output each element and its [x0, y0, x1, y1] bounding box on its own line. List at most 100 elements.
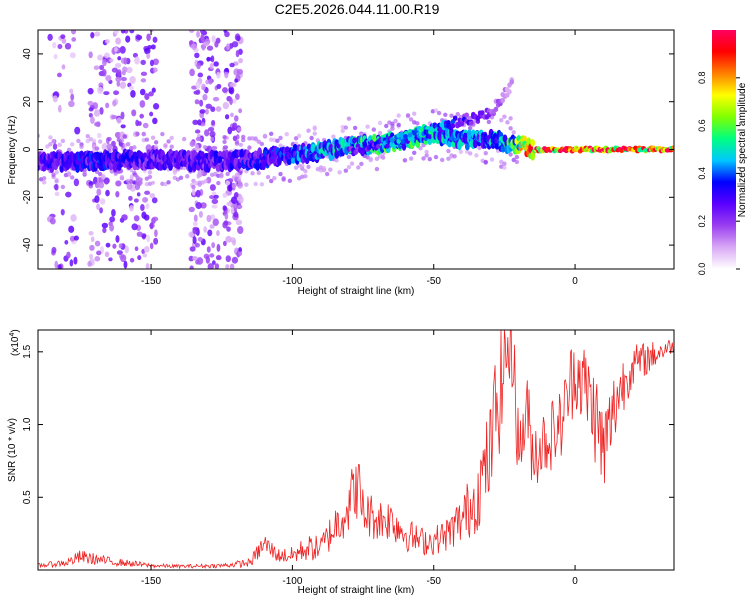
- spectrogram-speckle: [109, 216, 116, 223]
- spectrogram-haze: [269, 131, 274, 137]
- spectrogram-speckle: [152, 58, 159, 66]
- spectrogram-speckle: [126, 182, 133, 190]
- spectrogram-speckle: [228, 86, 235, 95]
- spectrogram-haze: [474, 153, 479, 158]
- spectrogram-y-label: Frequency (Hz): [7, 116, 18, 185]
- spectrogram-speckle: [104, 39, 110, 44]
- spectrogram-haze: [508, 152, 513, 157]
- spectrogram-speckle: [60, 208, 65, 216]
- spectrogram-haze: [384, 123, 389, 129]
- spectrogram-speckle: [57, 104, 62, 113]
- spectrogram-ridge-cell: [217, 150, 223, 158]
- spectrogram-speckle: [102, 227, 107, 234]
- spectrogram-speckle: [69, 88, 74, 94]
- spectrogram-haze: [349, 161, 355, 166]
- spectrogram-speckle: [206, 214, 212, 223]
- spectrogram-haze: [368, 156, 373, 162]
- spectrogram-speckle: [195, 81, 201, 89]
- spectrogram-speckle: [140, 78, 147, 83]
- spectrogram-speckle: [216, 71, 221, 79]
- spectrogram-cells: [38, 30, 674, 269]
- spectrogram-speckle: [237, 226, 244, 234]
- spectrogram-speckle: [211, 119, 216, 126]
- spectrogram-haze: [166, 139, 171, 144]
- spectrogram-speckle: [199, 30, 204, 34]
- spectrogram-speckle: [210, 106, 216, 113]
- spectrogram-speckle: [231, 41, 239, 48]
- spectrogram-speckle: [188, 206, 195, 213]
- spectrogram-haze: [424, 149, 429, 155]
- spectrogram-haze: [48, 141, 53, 147]
- spectrogram-speckle: [109, 223, 115, 232]
- spectrogram-speckle: [111, 67, 119, 73]
- spectrogram-haze: [278, 135, 283, 141]
- spectrogram-speckle: [225, 255, 231, 263]
- spectrogram-speckle: [130, 89, 136, 98]
- spectrogram-haze: [396, 122, 401, 128]
- snr-y-exponent-power: 4: [9, 333, 16, 337]
- spectrogram-speckle: [136, 192, 141, 197]
- spectrogram-speckle: [215, 106, 222, 112]
- spectrogram-speckle: [128, 85, 134, 90]
- spectrogram-ridge-cell: [276, 156, 282, 166]
- spectrogram-speckle: [146, 33, 151, 42]
- spectrogram-speckle: [99, 198, 106, 205]
- spectrogram-haze: [309, 135, 314, 141]
- spectrogram-speckle: [94, 256, 101, 262]
- spectrogram-branch-cell: [360, 150, 365, 156]
- spectrogram-speckle: [102, 58, 107, 67]
- spectrogram-speckle: [141, 211, 147, 219]
- spectrogram-speckle: [121, 214, 128, 221]
- spectrogram-haze: [132, 170, 137, 176]
- spectrogram-y-tick-label: -20: [22, 190, 33, 205]
- spectrogram-speckle: [68, 225, 75, 234]
- spectrogram-speckle: [73, 178, 80, 187]
- spectrogram-speckle: [196, 62, 201, 70]
- spectrogram-haze: [42, 180, 47, 185]
- spectrogram-speckle: [97, 132, 102, 139]
- spectrogram-speckle: [101, 222, 109, 229]
- spectrogram-speckle: [201, 83, 206, 91]
- spectrogram-haze: [334, 158, 339, 163]
- spectrogram-haze: [483, 159, 488, 165]
- spectrogram-haze: [452, 154, 457, 159]
- spectrogram-speckle: [52, 143, 58, 150]
- spectrogram-speckle: [222, 240, 227, 247]
- spectrogram-haze: [514, 154, 520, 160]
- spectrogram-speckle: [121, 76, 127, 82]
- spectrogram-speckle: [192, 236, 197, 244]
- spectrogram-speckle: [140, 204, 145, 212]
- spectrogram-branch-cell: [509, 79, 515, 85]
- spectrogram-haze: [408, 117, 414, 122]
- spectrogram-haze: [489, 157, 495, 162]
- spectrogram-speckle: [128, 195, 133, 201]
- spectrogram-haze: [42, 176, 47, 181]
- spectrogram-speckle: [131, 109, 137, 117]
- spectrogram-speckle: [234, 172, 241, 178]
- spectrogram-haze: [446, 156, 451, 161]
- spectrogram-branch-cell: [407, 132, 413, 138]
- spectrogram-haze: [312, 125, 317, 130]
- spectrogram-speckle: [230, 127, 236, 132]
- spectrogram-ridge-cell: [154, 148, 160, 156]
- spectrogram-speckle: [112, 243, 117, 249]
- spectrogram-speckle: [109, 58, 114, 63]
- spectrogram-haze: [132, 145, 137, 150]
- spectrogram-speckle: [71, 37, 77, 42]
- spectrogram-speckle: [205, 256, 210, 264]
- spectrogram-haze: [216, 180, 221, 186]
- spectrogram-speckle: [216, 243, 221, 252]
- colorbar-label: Normalized spectral amplitude: [737, 82, 748, 217]
- spectrogram-speckle: [104, 251, 110, 258]
- spectrogram-speckle: [111, 208, 116, 217]
- spectrogram-haze: [38, 133, 41, 139]
- spectrogram-haze: [502, 114, 507, 119]
- spectrogram-speckle: [135, 119, 140, 127]
- spectrogram-speckle: [112, 100, 117, 107]
- spectrogram-haze: [374, 156, 380, 162]
- spectrogram-speckle: [99, 207, 103, 214]
- spectrogram-haze: [163, 143, 168, 148]
- spectrogram-ridge-cell: [286, 158, 292, 166]
- spectrogram-speckle: [154, 229, 158, 237]
- spectrogram-speckle: [234, 78, 239, 83]
